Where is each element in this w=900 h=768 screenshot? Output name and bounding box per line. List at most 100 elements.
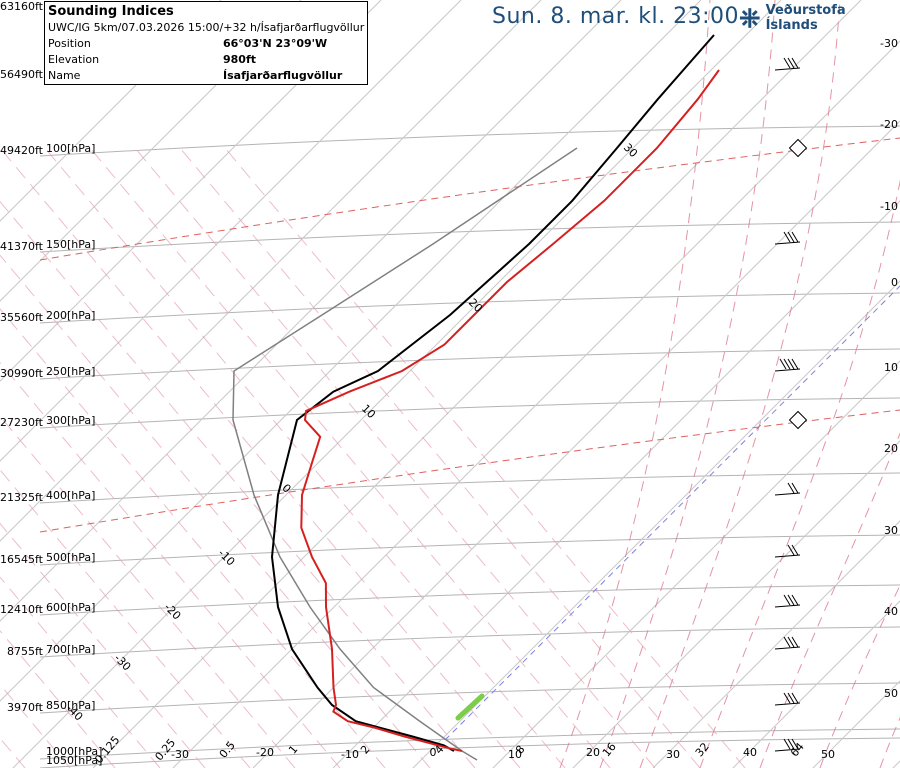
dry-adiabat-line (0, 415, 296, 768)
sounding-indices-box: Sounding Indices UWC/IG 5km/07.03.2026 1… (44, 1, 368, 85)
bottom-temperature-tick: 20 (586, 746, 600, 759)
wind-barb (774, 636, 801, 650)
dry-adiabat-line (0, 361, 341, 768)
isotherm-line (252, 120, 900, 768)
temperature-line (300, 69, 720, 752)
isobar-line (39, 626, 900, 658)
bottom-temperature-tick: -30 (171, 748, 189, 761)
info-key: Position (48, 37, 91, 50)
dry-adiabat-line (0, 147, 521, 768)
info-row-elevation: Elevation 980ft (45, 52, 367, 68)
bottom-temperature-tick: 50 (821, 748, 835, 761)
altitude-label: 41370ft (0, 240, 44, 253)
info-box-title: Sounding Indices (48, 4, 174, 19)
pressure-label: 850[hPa] (46, 699, 95, 712)
dewpoint-line (270, 34, 715, 752)
right-temperature-tick: 30 (884, 524, 898, 537)
moist-adiabat-line (599, 0, 776, 768)
dry-adiabat-line (44, 147, 566, 768)
moist-adiabat-line (879, 717, 900, 768)
mixing-ratio-line (444, 285, 900, 741)
isotherm-line (572, 440, 900, 768)
bottom-temperature-tick: 10 (508, 748, 522, 761)
isotherm-line (732, 600, 900, 768)
right-temperature-tick: 40 (884, 605, 898, 618)
info-row-position: Position 66°03'N 23°09'W (45, 36, 367, 52)
wind-flag-marker (788, 138, 808, 158)
isobar-lines (39, 125, 900, 768)
altitude-label: 27230ft (0, 416, 44, 429)
altitude-label: 16545ft (0, 553, 44, 566)
pressure-label: 1000[hPa] (46, 745, 102, 758)
isotherm-line (892, 760, 900, 768)
isotherm-line (492, 360, 900, 768)
isotherm-line (652, 520, 900, 768)
mixing-ratio-lines (444, 285, 900, 741)
dry-adiabat-line (89, 147, 611, 768)
isobar-line (39, 534, 900, 566)
isotherm-line (0, 0, 542, 542)
info-key: Name (48, 69, 81, 82)
pressure-label: 400[hPa] (46, 489, 95, 502)
right-temperature-tick: -10 (880, 200, 898, 213)
dry-adiabat-line (0, 200, 476, 768)
isotherm-line (412, 280, 900, 768)
isobar-line (39, 397, 900, 429)
tropopause-line (39, 137, 900, 261)
dry-adiabat-lines (0, 147, 746, 768)
moist-adiabat-line (819, 584, 900, 768)
wind-barb (774, 57, 801, 71)
run-line: UWC/IG 5km/07.03.2026 15:00/+32 h/Ísafja… (48, 21, 365, 34)
pressure-label: 250[hPa] (46, 365, 95, 378)
isotherm-line (0, 0, 222, 222)
right-temperature-tick: -30 (880, 37, 898, 50)
parcel-line (232, 147, 578, 761)
dry-adiabat-line (224, 147, 746, 768)
isotherm-line (172, 40, 900, 768)
bottom-temperature-tick: 40 (743, 746, 757, 759)
right-temperature-tick: 0 (891, 276, 898, 289)
dry-adiabat-line (0, 254, 431, 768)
bottom-temperature-tick: -20 (256, 746, 274, 759)
info-value: 66°03'N 23°09'W (223, 37, 328, 50)
isotherm-line (0, 0, 462, 462)
snowflake-logo-icon (739, 8, 760, 28)
isobar-line (39, 292, 900, 324)
profile-lines (232, 34, 720, 761)
wind-barb (774, 231, 801, 245)
info-value: 980ft (223, 53, 257, 66)
dry-adiabat-line (134, 147, 656, 768)
moist-adiabat-line (639, 0, 841, 768)
wind-barb (774, 358, 801, 372)
wind-barb (774, 482, 801, 496)
pressure-label: 150[hPa] (46, 238, 95, 251)
moist-adiabat-line (699, 179, 900, 768)
isobar-line (39, 737, 900, 768)
pressure-label: 500[hPa] (46, 551, 95, 564)
wind-barbs (774, 57, 808, 752)
isobar-line (39, 125, 900, 157)
right-temperature-tick: 20 (884, 442, 898, 455)
info-value: Ísafjarðarflugvöllur (223, 69, 343, 82)
altitude-label: 12410ft (0, 603, 44, 616)
pressure-label: 1050[hPa] (46, 754, 102, 767)
bottom-temperature-tick: 0 (430, 746, 437, 759)
isobar-line (39, 682, 900, 714)
right-temperature-tick: 10 (884, 361, 898, 374)
right-temperature-tick: -20 (880, 118, 898, 131)
dry-adiabat-line (0, 630, 116, 768)
skewed-isotherm-label: -20 (162, 601, 184, 623)
bottom-temperature-tick: -10 (341, 748, 359, 761)
bottom-temperature-tick: 30 (666, 748, 680, 761)
isotherm-line (0, 0, 382, 382)
dry-adiabat-line (0, 469, 251, 768)
wind-barb (774, 594, 801, 608)
wind-barb (774, 692, 801, 706)
altitude-label: 49420ft (0, 144, 44, 157)
info-row-name: Name Ísafjarðarflugvöllur (45, 68, 367, 84)
logo-text: Veðurstofa Íslands (765, 3, 846, 33)
wind-flag-marker (788, 410, 808, 430)
isotherm-line (0, 0, 702, 702)
